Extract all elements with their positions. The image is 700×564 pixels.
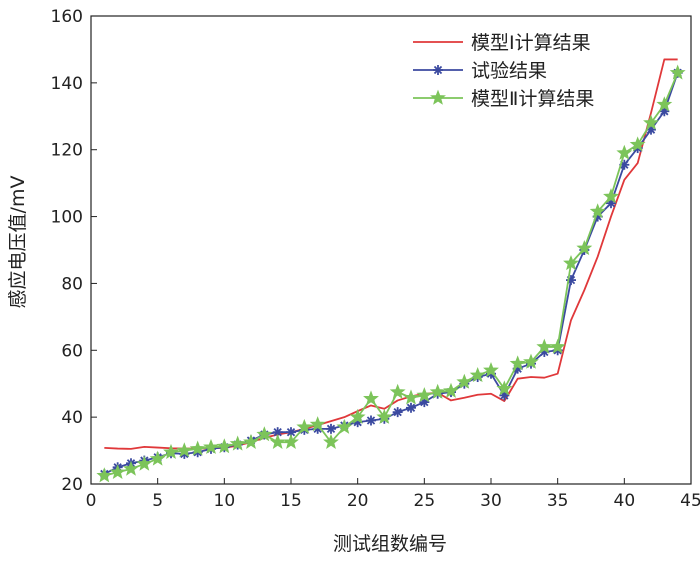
x-tick-label: 0 [86, 491, 97, 511]
y-tick-label: 120 [51, 141, 83, 161]
data-point [243, 433, 259, 449]
legend-marker [430, 89, 446, 105]
data-point [629, 136, 646, 152]
legend-item-1: 模型Ⅰ计算结果 [413, 32, 591, 54]
data-point [416, 387, 433, 403]
data-point [229, 435, 246, 451]
x-tick-label: 30 [480, 491, 502, 511]
data-point [536, 338, 553, 354]
x-tick-label: 25 [414, 491, 436, 511]
data-point [363, 390, 379, 406]
data-point [286, 427, 296, 438]
data-point [136, 455, 153, 471]
series-2 [99, 67, 683, 479]
data-point [256, 426, 273, 442]
data-point [443, 382, 459, 398]
data-point [549, 338, 566, 354]
data-point [123, 460, 139, 476]
data-point [483, 362, 499, 378]
data-point [323, 433, 339, 449]
data-point [656, 96, 673, 112]
legend-item-3: 模型Ⅱ计算结果 [413, 88, 594, 110]
data-point [96, 467, 113, 483]
legend-marker [433, 65, 443, 75]
data-point [189, 440, 206, 456]
data-point [149, 450, 166, 466]
data-point [469, 367, 486, 383]
y-tick-label: 100 [51, 208, 83, 228]
x-tick-label: 15 [280, 491, 302, 511]
data-point [616, 144, 633, 160]
data-point [326, 423, 336, 434]
data-point [283, 433, 299, 449]
data-point [203, 438, 219, 454]
data-point [563, 255, 579, 271]
legend-item-2: 试验结果 [413, 60, 547, 82]
data-point [336, 418, 353, 434]
data-point [603, 188, 619, 204]
data-point [509, 355, 526, 371]
data-point [523, 353, 539, 369]
data-point [309, 416, 326, 432]
plot-frame [90, 15, 692, 485]
data-point [589, 203, 606, 219]
y-tick-label: 80 [61, 274, 83, 294]
data-point [389, 383, 406, 399]
data-point [576, 239, 593, 256]
x-tick-label: 45 [680, 491, 700, 511]
data-point [376, 408, 393, 424]
y-tick-label: 140 [51, 74, 83, 94]
x-tick-label: 5 [152, 491, 163, 511]
data-point [163, 443, 179, 459]
data-point [296, 418, 313, 434]
data-point [429, 383, 446, 399]
data-point [403, 389, 419, 405]
data-point [406, 402, 416, 413]
data-point [349, 408, 366, 424]
axes-group: 0 5 10 15 20 25 30 35 40 45 20 40 60 80 100 120 140 160 [51, 7, 700, 511]
data-point [643, 114, 659, 130]
y-axis-title: 感应电压值/mV [7, 176, 29, 309]
data-point [392, 407, 403, 418]
series-group [96, 58, 686, 483]
y-tick-label: 40 [61, 408, 83, 428]
y-tick-label: 60 [61, 341, 83, 361]
x-tick-label: 10 [214, 491, 236, 511]
data-point [216, 438, 233, 454]
y-tick-label: 20 [61, 475, 83, 495]
data-point [109, 463, 126, 480]
legend-label: 试验结果 [471, 60, 547, 82]
series-3 [96, 64, 686, 483]
data-point [269, 433, 286, 449]
data-point [456, 373, 473, 389]
legend-label: 模型Ⅰ计算结果 [471, 32, 591, 54]
x-tick-label: 35 [547, 491, 569, 511]
legend-label: 模型Ⅱ计算结果 [471, 88, 594, 110]
x-axis-title: 测试组数编号 [333, 533, 447, 555]
x-tick-label: 40 [614, 491, 636, 511]
data-point [669, 64, 686, 80]
data-point [366, 415, 376, 426]
data-point [496, 380, 513, 396]
data-point [176, 442, 193, 458]
y-tick-label: 160 [51, 7, 83, 27]
x-tick-label: 20 [347, 491, 369, 511]
